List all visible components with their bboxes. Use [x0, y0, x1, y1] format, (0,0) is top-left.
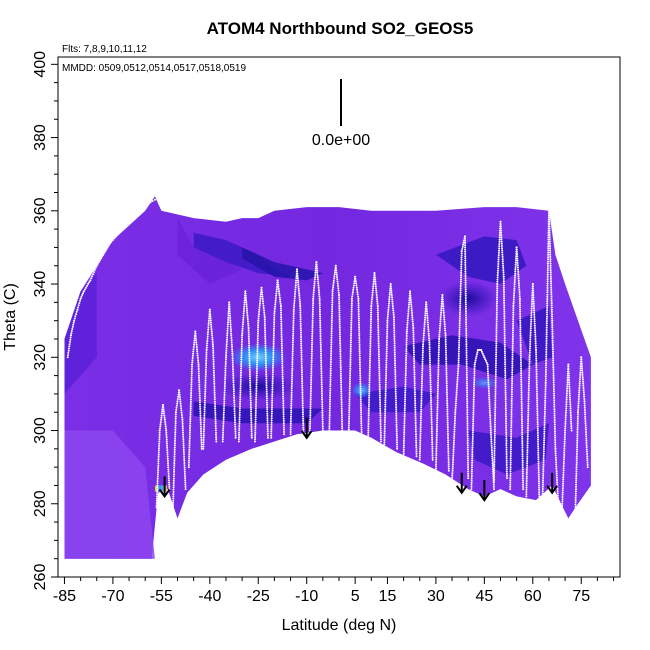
x-tick-label: -55	[150, 588, 173, 605]
x-axis-label: Latitude (deg N)	[282, 617, 397, 634]
arrow-marker-3	[478, 480, 491, 502]
flight-profile-26	[573, 356, 589, 535]
flight-profile-23	[525, 283, 541, 498]
arrow-marker-2	[455, 472, 468, 495]
x-tick-label: -70	[101, 588, 124, 605]
x-tick-label: -10	[295, 588, 318, 605]
chart-title: ATOM4 Northbound SO2_GEOS5	[207, 19, 474, 38]
y-tick-label: 320	[32, 344, 49, 371]
x-tick-label: 45	[475, 588, 493, 605]
flight-profile-2	[155, 403, 171, 509]
y-tick-label: 400	[32, 51, 49, 78]
x-tick-label: 15	[379, 588, 397, 605]
flight-profile-24	[541, 209, 560, 513]
y-tick-label: 340	[32, 271, 49, 298]
y-tick-label: 380	[32, 124, 49, 151]
x-tick-label: -85	[53, 588, 76, 605]
dates-note: MMDD: 0509,0512,0514,0517,0518,0519	[62, 63, 246, 74]
flight-profile-18	[434, 294, 450, 472]
flight-profile-4	[187, 330, 203, 469]
flight-profile-1	[82, 198, 156, 293]
x-tick-label: 30	[427, 588, 445, 605]
scale-label: 0.0e+00	[312, 132, 370, 149]
arrow-marker-1	[300, 417, 313, 440]
flight-profile-6	[221, 301, 237, 443]
y-axis: 260 280 300 320 340 360 380 400	[32, 51, 58, 590]
y-tick-label: 300	[32, 417, 49, 444]
flight-profile-19	[451, 235, 470, 483]
cyan-highlight	[230, 343, 287, 372]
flights-note: Flts: 7,8,9,10,11,12	[62, 44, 147, 55]
x-axis: -85 -70 -55 -40 -25 -10 5 15 30 45 60 75	[53, 577, 615, 605]
flight-profile-21	[493, 220, 508, 483]
flight-profile-12	[328, 264, 344, 432]
flight-profile-10	[289, 268, 305, 436]
flight-profile-20	[470, 349, 495, 491]
flight-profile-5	[202, 308, 218, 450]
y-tick-label: 260	[32, 564, 49, 591]
flight-profile-8	[254, 286, 269, 443]
flight-profile-22	[509, 246, 525, 491]
flight-profile-15	[383, 283, 399, 450]
y-tick-label: 360	[32, 197, 49, 224]
flight-profile-9	[270, 279, 286, 439]
x-tick-label: -40	[198, 588, 221, 605]
arrow-marker-0	[158, 476, 171, 499]
flight-profile-16	[402, 290, 418, 458]
x-tick-label: 5	[351, 588, 360, 605]
flight-profile-7	[237, 290, 253, 443]
x-tick-label: -25	[247, 588, 270, 605]
arrow-marker-4	[546, 472, 558, 495]
flight-profile-3	[171, 389, 187, 520]
x-tick-label: 60	[524, 588, 542, 605]
x-tick-label: 75	[572, 588, 590, 605]
flight-profile-11	[308, 261, 324, 432]
flight-tracks	[66, 198, 589, 535]
flight-profile-25	[560, 363, 573, 516]
flight-profile-13	[347, 275, 363, 436]
arrow-markers	[158, 417, 558, 502]
y-tick-label: 280	[32, 490, 49, 517]
y-axis-label: Theta (C)	[2, 283, 19, 351]
flight-profile-14	[367, 272, 382, 443]
flight-profile-17	[418, 301, 434, 461]
